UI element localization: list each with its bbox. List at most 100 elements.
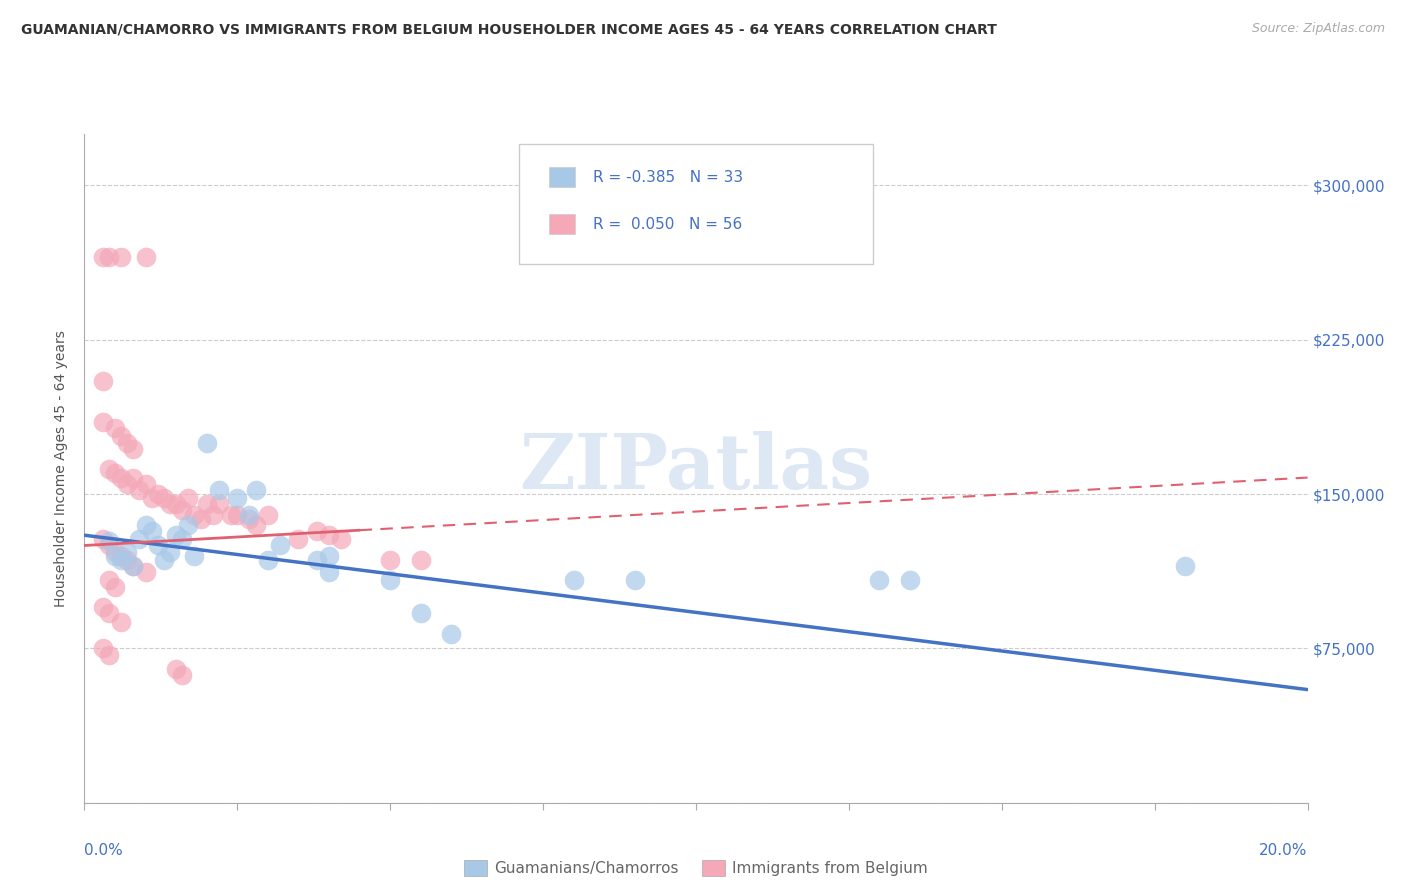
Point: [110, 553, 132, 567]
Point: [97, 250, 120, 264]
Point: [624, 574, 647, 588]
Point: [91, 415, 114, 429]
Point: [159, 497, 181, 511]
Point: [141, 524, 163, 538]
Point: [104, 467, 127, 481]
Point: [165, 662, 187, 676]
Point: [318, 528, 340, 542]
Point: [91, 641, 114, 656]
Point: [195, 497, 218, 511]
Point: [562, 574, 585, 588]
Point: [122, 470, 145, 484]
Point: [91, 250, 114, 264]
Point: [305, 524, 328, 538]
Point: [135, 476, 157, 491]
Text: 20.0%: 20.0%: [1260, 843, 1308, 858]
Point: [208, 483, 231, 497]
Point: [409, 607, 432, 621]
Text: 0.0%: 0.0%: [84, 843, 124, 858]
Point: [869, 574, 891, 588]
Point: [269, 539, 291, 553]
Point: [110, 549, 132, 563]
Bar: [550, 168, 575, 187]
Point: [177, 491, 200, 505]
Point: [97, 607, 120, 621]
Y-axis label: Householder Income Ages 45 - 64 years: Householder Income Ages 45 - 64 years: [55, 330, 69, 607]
Point: [153, 491, 176, 505]
Point: [91, 374, 114, 388]
Point: [183, 549, 205, 563]
Point: [141, 491, 163, 505]
Legend: Guamanians/Chamorros, Immigrants from Belgium: Guamanians/Chamorros, Immigrants from Be…: [458, 854, 934, 882]
Point: [128, 533, 150, 547]
Point: [159, 544, 181, 558]
Point: [195, 435, 218, 450]
FancyBboxPatch shape: [519, 144, 873, 264]
Point: [115, 544, 138, 558]
Text: ZIPatlas: ZIPatlas: [519, 432, 873, 505]
Point: [110, 470, 132, 484]
Point: [146, 539, 169, 553]
Point: [104, 421, 127, 435]
Point: [115, 476, 138, 491]
Point: [238, 512, 260, 526]
Point: [115, 435, 138, 450]
Point: [91, 600, 114, 615]
Point: [110, 429, 132, 443]
Point: [97, 534, 120, 549]
Point: [287, 533, 309, 547]
Point: [226, 491, 249, 505]
Point: [135, 517, 157, 532]
Point: [201, 508, 224, 522]
Point: [104, 549, 127, 563]
Point: [238, 508, 260, 522]
Point: [219, 508, 242, 522]
Point: [97, 648, 120, 662]
Point: [153, 553, 176, 567]
Text: R = -0.385   N = 33: R = -0.385 N = 33: [593, 169, 744, 185]
Point: [97, 539, 120, 553]
Point: [177, 517, 200, 532]
Point: [172, 668, 194, 682]
Point: [122, 559, 145, 574]
Point: [91, 533, 114, 547]
Point: [165, 497, 187, 511]
Point: [146, 487, 169, 501]
Point: [226, 508, 249, 522]
Point: [409, 553, 432, 567]
Text: Source: ZipAtlas.com: Source: ZipAtlas.com: [1251, 22, 1385, 36]
Point: [245, 483, 267, 497]
Text: R =  0.050   N = 56: R = 0.050 N = 56: [593, 217, 742, 232]
Point: [97, 462, 120, 476]
Point: [190, 512, 212, 526]
Point: [245, 517, 267, 532]
Point: [104, 544, 127, 558]
Point: [122, 442, 145, 456]
Point: [128, 483, 150, 497]
Point: [115, 553, 138, 567]
Point: [110, 250, 132, 264]
Point: [898, 574, 921, 588]
Point: [305, 553, 328, 567]
Point: [1174, 559, 1197, 574]
Point: [380, 574, 402, 588]
Text: GUAMANIAN/CHAMORRO VS IMMIGRANTS FROM BELGIUM HOUSEHOLDER INCOME AGES 45 - 64 YE: GUAMANIAN/CHAMORRO VS IMMIGRANTS FROM BE…: [21, 22, 997, 37]
Point: [257, 508, 280, 522]
Point: [318, 566, 340, 580]
Point: [104, 580, 127, 594]
Point: [172, 503, 194, 517]
Point: [110, 615, 132, 629]
Point: [122, 559, 145, 574]
Point: [135, 250, 157, 264]
Point: [318, 549, 340, 563]
Bar: [550, 214, 575, 235]
Point: [135, 566, 157, 580]
Point: [208, 497, 231, 511]
Point: [380, 553, 402, 567]
Point: [172, 533, 194, 547]
Point: [97, 574, 120, 588]
Point: [257, 553, 280, 567]
Point: [440, 627, 463, 641]
Point: [330, 533, 353, 547]
Point: [165, 528, 187, 542]
